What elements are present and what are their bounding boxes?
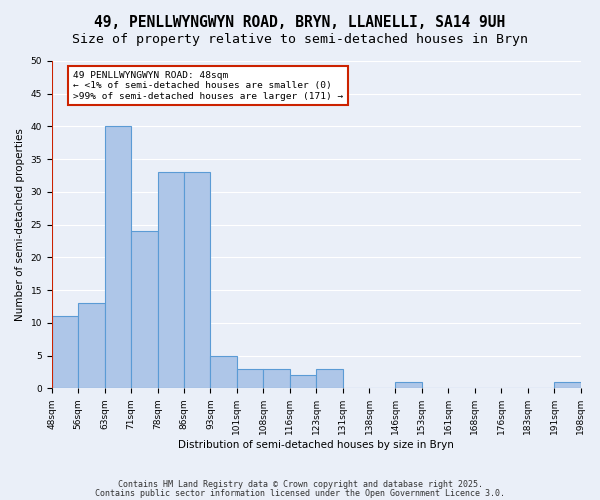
Bar <box>211 356 237 388</box>
Y-axis label: Number of semi-detached properties: Number of semi-detached properties <box>15 128 25 321</box>
Bar <box>78 303 104 388</box>
Bar <box>395 382 422 388</box>
Bar <box>184 172 211 388</box>
Bar <box>316 368 343 388</box>
Bar <box>237 368 263 388</box>
Bar <box>131 231 158 388</box>
Bar <box>158 172 184 388</box>
Text: 49 PENLLWYNGWYN ROAD: 48sqm
← <1% of semi-detached houses are smaller (0)
>99% o: 49 PENLLWYNGWYN ROAD: 48sqm ← <1% of sem… <box>73 71 343 101</box>
Text: Size of property relative to semi-detached houses in Bryn: Size of property relative to semi-detach… <box>72 32 528 46</box>
Text: Contains public sector information licensed under the Open Government Licence 3.: Contains public sector information licen… <box>95 488 505 498</box>
Text: Contains HM Land Registry data © Crown copyright and database right 2025.: Contains HM Land Registry data © Crown c… <box>118 480 482 489</box>
Text: 49, PENLLWYNGWYN ROAD, BRYN, LLANELLI, SA14 9UH: 49, PENLLWYNGWYN ROAD, BRYN, LLANELLI, S… <box>94 15 506 30</box>
X-axis label: Distribution of semi-detached houses by size in Bryn: Distribution of semi-detached houses by … <box>178 440 454 450</box>
Bar <box>52 316 78 388</box>
Bar <box>554 382 581 388</box>
Bar <box>290 376 316 388</box>
Bar <box>263 368 290 388</box>
Bar <box>104 126 131 388</box>
